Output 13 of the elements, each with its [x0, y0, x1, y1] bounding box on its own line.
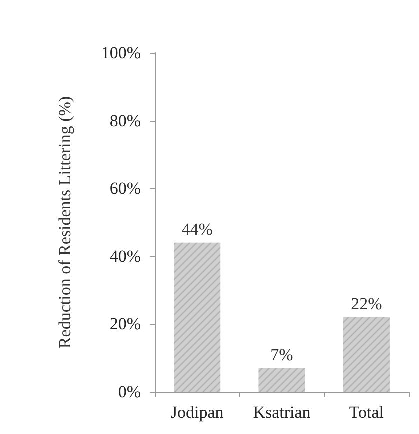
x-tick-label: Ksatrian [253, 403, 312, 422]
y-tick-label: 100% [101, 44, 141, 62]
y-tick-label: 40% [110, 246, 141, 266]
data-label: 44% [182, 220, 213, 239]
y-tick-label: 0% [118, 382, 141, 402]
x-tick-label: Total [349, 403, 384, 422]
y-tick-label: 80% [110, 111, 141, 130]
y-tick-label: 20% [110, 314, 141, 334]
data-label: 7% [270, 345, 294, 364]
y-tick-label: 60% [110, 179, 141, 198]
data-label: 22% [351, 294, 382, 314]
x-tick-label: Jodipan [170, 403, 224, 422]
y-axis-title: Reduction of Residents Littering (%) [56, 96, 74, 349]
